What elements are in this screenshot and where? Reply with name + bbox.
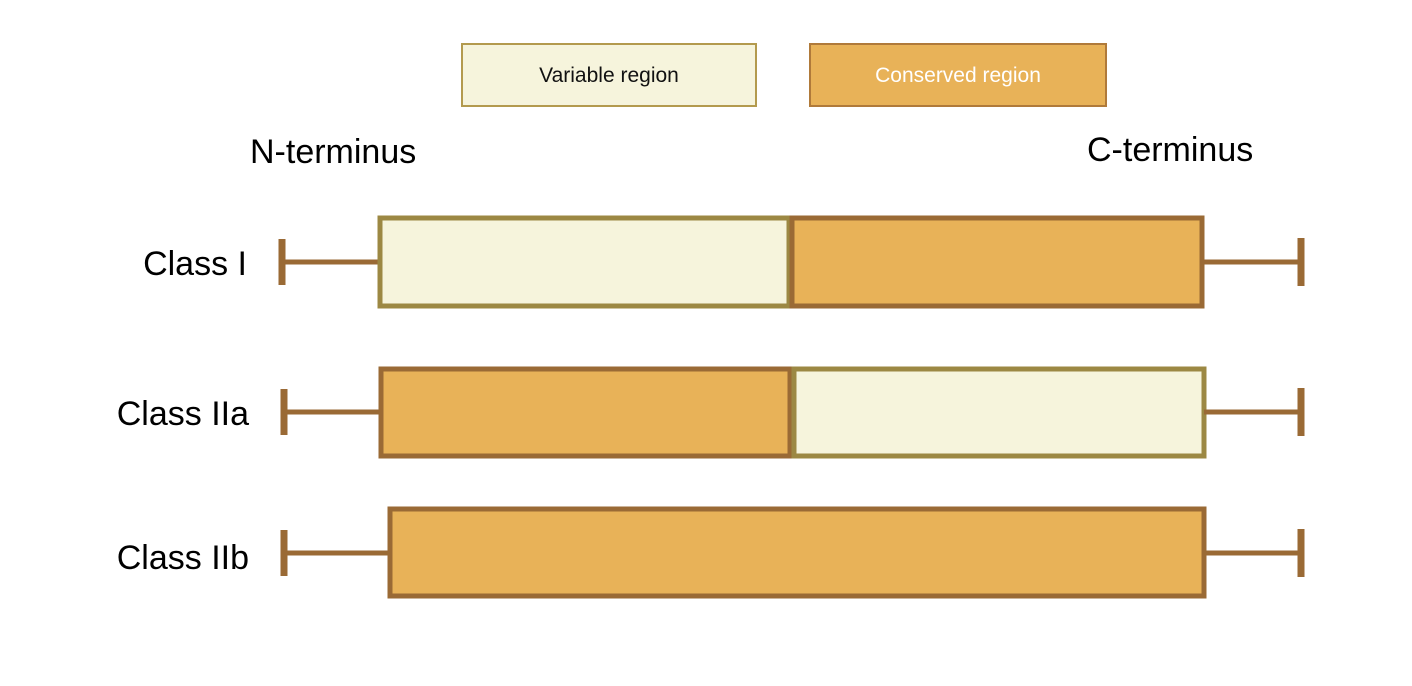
variable-region-segment <box>791 366 1207 459</box>
legend: Variable region Conserved region <box>461 43 1107 107</box>
class-row-class-i: Class I <box>143 215 1305 309</box>
legend-variable-label: Variable region <box>539 64 679 87</box>
conserved-region-segment <box>789 215 1205 309</box>
variable-region-segment <box>377 215 792 309</box>
legend-variable-swatch <box>461 43 757 107</box>
conserved-region-segment <box>378 366 793 459</box>
n-terminus-label: N-terminus <box>250 133 416 171</box>
class-label: Class I <box>143 245 247 283</box>
conserved-region-segment <box>387 506 1207 599</box>
class-row-class-iib: Class IIb <box>117 506 1305 599</box>
class-row-class-iia: Class IIa <box>117 366 1305 459</box>
c-terminus-label: C-terminus <box>1087 131 1253 169</box>
legend-conserved-label: Conserved region <box>875 64 1041 87</box>
class-label: Class IIb <box>117 539 249 577</box>
legend-conserved-swatch <box>809 43 1107 107</box>
class-label: Class IIa <box>117 395 249 433</box>
